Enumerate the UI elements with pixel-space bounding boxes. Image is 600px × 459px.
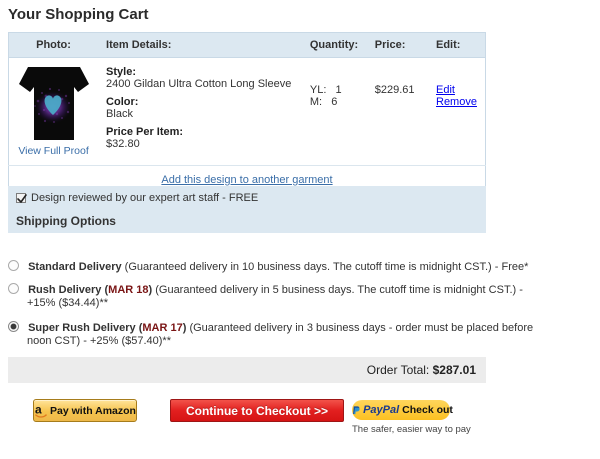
- svg-text:a: a: [35, 403, 42, 417]
